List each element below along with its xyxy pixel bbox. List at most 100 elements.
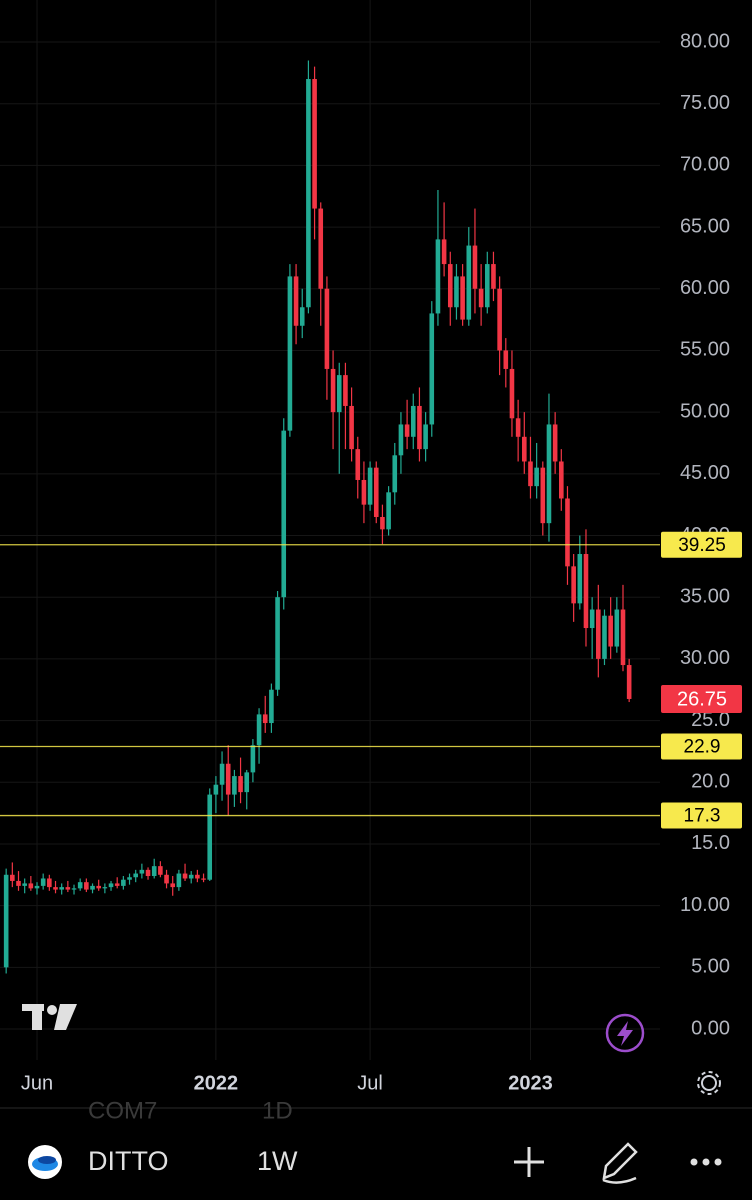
logo bbox=[22, 1004, 77, 1030]
candle-body bbox=[528, 461, 533, 487]
candle-body bbox=[84, 882, 89, 890]
candle-body bbox=[614, 609, 620, 647]
candle-body bbox=[447, 264, 453, 308]
candle-body bbox=[195, 874, 200, 879]
candle-body bbox=[28, 883, 34, 889]
candle-body bbox=[59, 887, 64, 890]
candle-body bbox=[90, 885, 95, 890]
candle-body bbox=[71, 888, 77, 890]
draw-button[interactable] bbox=[602, 1142, 638, 1184]
candle-body bbox=[108, 883, 114, 888]
candle-body bbox=[577, 554, 583, 604]
candle-body bbox=[330, 368, 336, 413]
hidden-symbol: COM7 bbox=[88, 1097, 157, 1124]
candle-body bbox=[287, 276, 293, 431]
candle-body bbox=[583, 554, 589, 629]
candle-body bbox=[435, 239, 441, 314]
symbol[interactable]: DITTO bbox=[88, 1146, 169, 1176]
y-tick-label: 45.00 bbox=[680, 462, 730, 484]
symbol-icon[interactable] bbox=[28, 1145, 62, 1179]
candle-body bbox=[164, 874, 169, 884]
candle-body bbox=[299, 307, 305, 326]
candle-body bbox=[232, 776, 237, 795]
y-tick-label: 60.00 bbox=[680, 277, 730, 299]
candle-body bbox=[145, 869, 151, 877]
candle-body bbox=[497, 288, 502, 351]
candle-body bbox=[336, 375, 342, 413]
candle-body bbox=[22, 883, 27, 886]
candle-body bbox=[47, 878, 52, 888]
candle-body bbox=[281, 430, 287, 598]
level-label-box bbox=[661, 531, 742, 558]
candle-body bbox=[429, 313, 435, 425]
settings-button[interactable] bbox=[697, 1071, 721, 1095]
grid bbox=[0, 0, 660, 1060]
candle-body bbox=[484, 264, 490, 308]
y-tick-label: 50.00 bbox=[680, 400, 730, 422]
candle-body bbox=[515, 418, 521, 437]
y-tick-label: 10.00 bbox=[680, 894, 730, 916]
candle-body bbox=[367, 467, 373, 505]
candle-body bbox=[275, 597, 280, 690]
candle-body bbox=[423, 424, 428, 450]
candle-body bbox=[386, 492, 391, 530]
candle-body bbox=[250, 745, 256, 773]
candle-body bbox=[3, 874, 9, 968]
level-label-box bbox=[661, 733, 742, 760]
candle-body bbox=[133, 873, 139, 878]
candle-body bbox=[534, 467, 539, 487]
candle-body bbox=[404, 424, 410, 437]
level-label: 22.9 bbox=[684, 736, 721, 757]
candle-body bbox=[565, 498, 570, 567]
candle-body bbox=[355, 449, 361, 480]
interval[interactable]: 1W bbox=[257, 1146, 298, 1176]
candle-body bbox=[410, 405, 416, 437]
candle-body bbox=[454, 276, 459, 308]
y-tick-label: 30.00 bbox=[680, 647, 730, 669]
plot bbox=[0, 60, 660, 974]
candle-body bbox=[40, 878, 46, 886]
candle-body bbox=[373, 467, 379, 517]
x-tick-label: 2022 bbox=[194, 1072, 239, 1094]
candle-body bbox=[571, 566, 576, 604]
candle-body bbox=[491, 264, 496, 289]
candle-body bbox=[256, 714, 262, 746]
candle-body bbox=[201, 878, 206, 880]
candle-body bbox=[306, 79, 311, 308]
candle-body bbox=[380, 516, 385, 530]
lightning-button[interactable] bbox=[605, 1013, 645, 1053]
candle-body bbox=[16, 880, 21, 886]
candle-body bbox=[361, 479, 367, 505]
candle-body bbox=[188, 874, 194, 879]
candle-body bbox=[77, 882, 83, 889]
candle-body bbox=[219, 763, 225, 785]
candle-body bbox=[127, 877, 132, 880]
candle-body bbox=[324, 288, 330, 369]
candle-body bbox=[207, 794, 213, 880]
x-tick-label: 2023 bbox=[508, 1072, 553, 1094]
y-tick-label: 35.00 bbox=[680, 585, 730, 607]
candle-body bbox=[596, 609, 601, 659]
last-price-box bbox=[661, 684, 742, 713]
candle-body bbox=[158, 866, 163, 875]
candle-body bbox=[417, 405, 422, 450]
candle-body bbox=[262, 714, 268, 724]
candle-body bbox=[139, 869, 145, 874]
candle-body bbox=[349, 405, 354, 450]
y-tick-label: 75.00 bbox=[680, 92, 730, 114]
level-label: 39.25 bbox=[678, 535, 726, 556]
candle-body bbox=[503, 350, 509, 369]
candle-body bbox=[96, 885, 101, 889]
candle-body bbox=[151, 866, 157, 877]
candle-body bbox=[398, 424, 404, 456]
candle-body bbox=[478, 288, 484, 308]
candle-body bbox=[10, 874, 15, 881]
candle-body bbox=[65, 887, 71, 890]
candle-body bbox=[559, 461, 564, 499]
more-button[interactable] bbox=[690, 1158, 722, 1166]
candle-body bbox=[626, 665, 632, 699]
add-button[interactable] bbox=[514, 1147, 544, 1177]
candle-body bbox=[293, 276, 299, 326]
candle-body bbox=[318, 208, 324, 289]
